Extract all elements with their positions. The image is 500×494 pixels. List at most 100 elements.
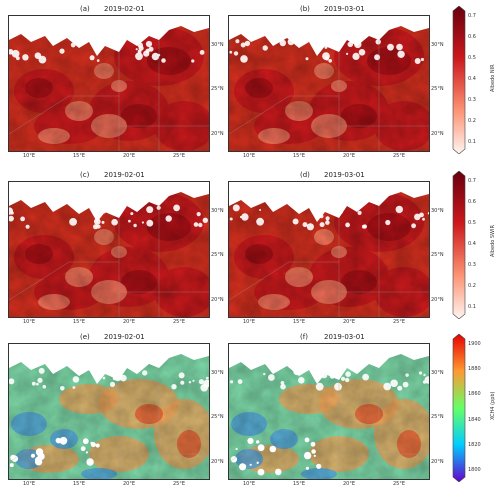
panel-label: (d) xyxy=(300,171,310,179)
lon-tick: 10°E xyxy=(243,319,256,325)
colorbar-tick: 0.3 xyxy=(468,262,476,268)
no-data-sea xyxy=(9,182,209,222)
lon-tick: 15°E xyxy=(293,153,306,159)
lon-tick: 25°E xyxy=(393,153,406,159)
colorbar-tick: 1800 xyxy=(468,467,481,473)
lat-tick: 25°N xyxy=(211,86,224,93)
lon-tick: 25°E xyxy=(173,153,186,159)
country-border xyxy=(9,261,70,301)
colorbar-tick: 0.1 xyxy=(468,139,476,145)
colorbar-tick: 0.3 xyxy=(468,97,476,103)
no-data-sea xyxy=(229,182,429,222)
lon-tick: 10°E xyxy=(243,481,256,487)
lon-tick: 20°E xyxy=(343,481,356,487)
lon-tick: 20°E xyxy=(343,153,356,159)
lon-tick: 15°E xyxy=(293,319,306,325)
lat-tick: 25°N xyxy=(211,414,224,421)
country-border xyxy=(229,261,290,301)
colorbar-tick: 0.5 xyxy=(468,220,476,226)
no-data-sea xyxy=(229,344,429,384)
panel-label: (c) xyxy=(80,171,90,179)
lat-tick: 20°N xyxy=(211,458,224,465)
country-border xyxy=(9,95,70,135)
colorbar-tick: 0.7 xyxy=(468,13,476,19)
map-panel: (a) 2019-02-01 10°E 15°E 20°E 25°E 30°N 25°N 2… xyxy=(8,3,238,166)
map-area xyxy=(8,15,210,152)
map-panel: (c) 2019-02-01 10°E 15°E 20°E 25°E 30°N 25°N 2… xyxy=(8,169,238,332)
lon-tick: 20°E xyxy=(343,319,356,325)
colorbar: 0.7 0.6 0.5 0.4 0.3 0.2 0.1 Albedo NIR xyxy=(452,5,500,155)
lat-tick: 30°N xyxy=(431,41,444,48)
lon-tick: 25°E xyxy=(173,481,186,487)
panel-date: 2019-02-01 xyxy=(104,171,145,179)
lat-tick: 30°N xyxy=(211,41,224,48)
no-data-sea xyxy=(9,344,209,384)
lon-tick: 25°E xyxy=(173,319,186,325)
colorbar-tick: 1900 xyxy=(468,341,481,347)
lat-tick: 30°N xyxy=(211,207,224,214)
panel-label: (b) xyxy=(300,5,310,13)
colorbar: 0.7 0.6 0.5 0.4 0.3 0.2 0.1 Albedo SWIR xyxy=(452,170,500,320)
colorbar-tick: 0.2 xyxy=(468,118,476,124)
colorbar: 1900 1880 1860 1840 1820 1800 XCH4 (ppb) xyxy=(452,333,500,483)
panel-date: 2019-03-01 xyxy=(324,5,365,13)
colorbar-title: Albedo NIR xyxy=(490,63,496,92)
lat-tick: 30°N xyxy=(211,369,224,376)
lat-tick: 25°N xyxy=(211,252,224,259)
map-area xyxy=(8,343,210,480)
lon-tick: 25°E xyxy=(393,481,406,487)
lon-tick: 20°E xyxy=(123,153,136,159)
map-area xyxy=(228,181,430,318)
map-area xyxy=(8,181,210,318)
colorbar-ramp xyxy=(452,333,466,483)
colorbar-tick: 0.6 xyxy=(468,199,476,205)
map-area xyxy=(228,343,430,480)
lon-tick: 20°E xyxy=(123,319,136,325)
lon-tick: 15°E xyxy=(73,153,86,159)
colorbar-title: Albedo SWIR xyxy=(490,224,496,257)
panel-date: 2019-03-01 xyxy=(324,171,365,179)
lat-tick: 20°N xyxy=(211,296,224,303)
lat-tick: 25°N xyxy=(431,86,444,93)
country-border xyxy=(229,423,290,463)
lat-tick: 25°N xyxy=(431,252,444,259)
lat-tick: 25°N xyxy=(431,414,444,421)
lat-tick: 20°N xyxy=(431,130,444,137)
colorbar-tick: 1820 xyxy=(468,441,481,448)
lat-tick: 20°N xyxy=(431,296,444,303)
panel-label: (f) xyxy=(300,333,308,341)
colorbar-ramp xyxy=(452,170,466,320)
lon-tick: 10°E xyxy=(23,319,36,325)
panel-date: 2019-02-01 xyxy=(104,5,145,13)
country-border xyxy=(229,95,290,135)
colorbar-tick: 1880 xyxy=(468,366,481,373)
panel-date: 2019-02-01 xyxy=(104,333,145,341)
colorbar-ramp xyxy=(452,5,466,155)
map-panel: (d) 2019-03-01 10°E 15°E 20°E 25°E 30°N 25°N 2… xyxy=(228,169,458,332)
lon-tick: 10°E xyxy=(23,481,36,487)
map-panel: (e) 2019-02-01 10°E 15°E 20°E 25°E 30°N 25°N 2… xyxy=(8,331,238,494)
panel-label: (e) xyxy=(80,333,90,341)
lon-tick: 25°E xyxy=(393,319,406,325)
lon-tick: 10°E xyxy=(243,153,256,159)
lon-tick: 15°E xyxy=(73,481,86,487)
map-area xyxy=(228,15,430,152)
lon-tick: 10°E xyxy=(23,153,36,159)
colorbar-tick: 0.6 xyxy=(468,34,476,40)
country-border xyxy=(9,423,70,463)
panel-label: (a) xyxy=(80,5,90,13)
colorbar-tick: 1840 xyxy=(468,416,481,423)
no-data-sea xyxy=(9,16,209,56)
panel-date: 2019-03-01 xyxy=(324,333,365,341)
colorbar-tick: 0.1 xyxy=(468,304,476,310)
lat-tick: 20°N xyxy=(211,130,224,137)
lat-tick: 30°N xyxy=(431,207,444,214)
colorbar-tick: 0.7 xyxy=(468,178,476,184)
map-panel: (b) 2019-03-01 10°E 15°E 20°E 25°E 30°N 25°N 2… xyxy=(228,3,458,166)
no-data-sea xyxy=(229,16,429,56)
lon-tick: 15°E xyxy=(73,319,86,325)
colorbar-tick: 0.4 xyxy=(468,241,476,247)
lon-tick: 15°E xyxy=(293,481,306,487)
colorbar-tick: 0.2 xyxy=(468,283,476,289)
colorbar-title: XCH4 (ppb) xyxy=(490,391,496,420)
